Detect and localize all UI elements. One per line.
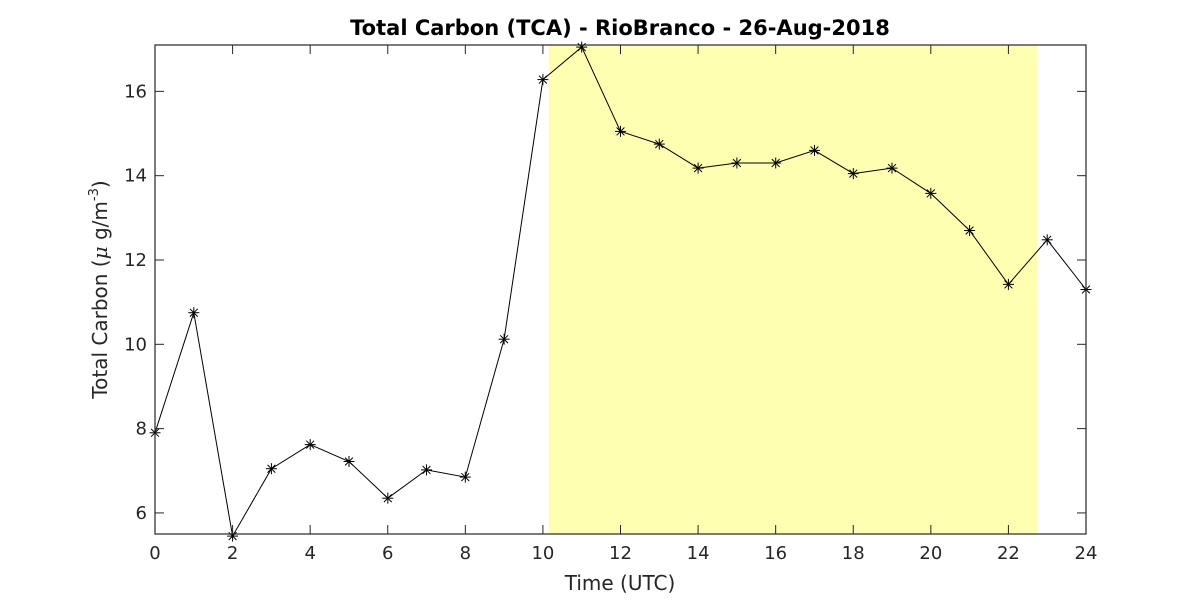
- marker-stroke: [422, 465, 431, 475]
- data-point: [964, 225, 976, 236]
- marker-stroke: [1004, 280, 1013, 289]
- y-axis-label-prefix: Total Carbon (: [88, 259, 112, 399]
- data-point: [304, 439, 316, 451]
- x-axis-label: Time (UTC): [564, 571, 676, 595]
- y-axis-label-sup: -3: [87, 188, 102, 201]
- x-tick-label: 8: [460, 543, 471, 564]
- x-tick-label: 24: [1075, 543, 1098, 564]
- x-tick-label: 4: [304, 543, 315, 564]
- data-point: [498, 333, 510, 345]
- marker-stroke: [267, 464, 276, 473]
- marker-stroke: [499, 334, 509, 344]
- y-tick-label: 12: [124, 250, 147, 271]
- marker-stroke: [732, 158, 742, 168]
- y-axis-label-mid: g/m: [88, 201, 112, 246]
- marker-stroke: [616, 127, 625, 136]
- chart-title: Total Carbon (TCA) - RioBranco - 26-Aug-…: [350, 16, 890, 40]
- x-tick-label: 18: [842, 543, 865, 564]
- y-axis-label-suffix: ): [88, 180, 112, 188]
- marker-stroke: [810, 146, 819, 155]
- data-point: [382, 492, 394, 504]
- x-tick-label: 16: [764, 543, 787, 564]
- y-tick-label: 14: [124, 166, 147, 187]
- marker-stroke: [926, 189, 936, 198]
- marker-stroke: [1042, 235, 1052, 245]
- data-point: [847, 168, 859, 180]
- y-axis-label: Total Carbon (μ g/m-3): [87, 180, 112, 399]
- data-point: [886, 162, 898, 174]
- y-axis-label-mu: μ: [88, 246, 112, 259]
- y-tick-label: 16: [124, 81, 147, 102]
- y-tick-label: 6: [136, 503, 147, 524]
- data-point: [692, 162, 704, 174]
- data-point: [343, 456, 355, 467]
- y-tick-label: 8: [136, 419, 147, 440]
- data-point: [731, 157, 743, 169]
- y-tick-label: 10: [124, 334, 147, 355]
- data-point: [265, 463, 277, 475]
- data-point: [925, 187, 937, 199]
- data-point: [188, 307, 200, 319]
- x-tick-label: 22: [997, 543, 1020, 564]
- highlight-band: [548, 45, 1038, 534]
- data-point: [1041, 234, 1053, 246]
- x-tick-label: 14: [687, 543, 710, 564]
- marker-stroke: [344, 457, 354, 466]
- marker-stroke: [965, 226, 974, 235]
- highlight-layer: [548, 45, 1038, 534]
- x-tick-label: 0: [149, 543, 160, 564]
- marker-stroke: [887, 163, 897, 173]
- data-point: [653, 138, 665, 150]
- marker-stroke: [305, 440, 315, 449]
- data-point: [770, 157, 782, 169]
- data-point: [537, 74, 549, 86]
- marker-stroke: [655, 139, 664, 149]
- data-point: [576, 41, 588, 53]
- data-point: [459, 471, 471, 483]
- x-tick-label: 12: [609, 543, 632, 564]
- marker-stroke: [693, 163, 703, 173]
- marker-stroke: [189, 308, 199, 317]
- x-tick-label: 6: [382, 543, 393, 564]
- x-tick-label: 20: [919, 543, 942, 564]
- data-point: [615, 125, 626, 137]
- marker-stroke: [538, 75, 548, 84]
- x-tick-label: 10: [531, 543, 554, 564]
- marker-stroke: [383, 493, 393, 503]
- marker-stroke: [461, 472, 470, 482]
- data-point: [1002, 278, 1014, 290]
- marker-stroke: [849, 169, 858, 178]
- marker-stroke: [771, 158, 780, 168]
- data-point: [421, 464, 432, 476]
- data-point: [809, 144, 820, 156]
- x-tick-label: 2: [227, 543, 238, 564]
